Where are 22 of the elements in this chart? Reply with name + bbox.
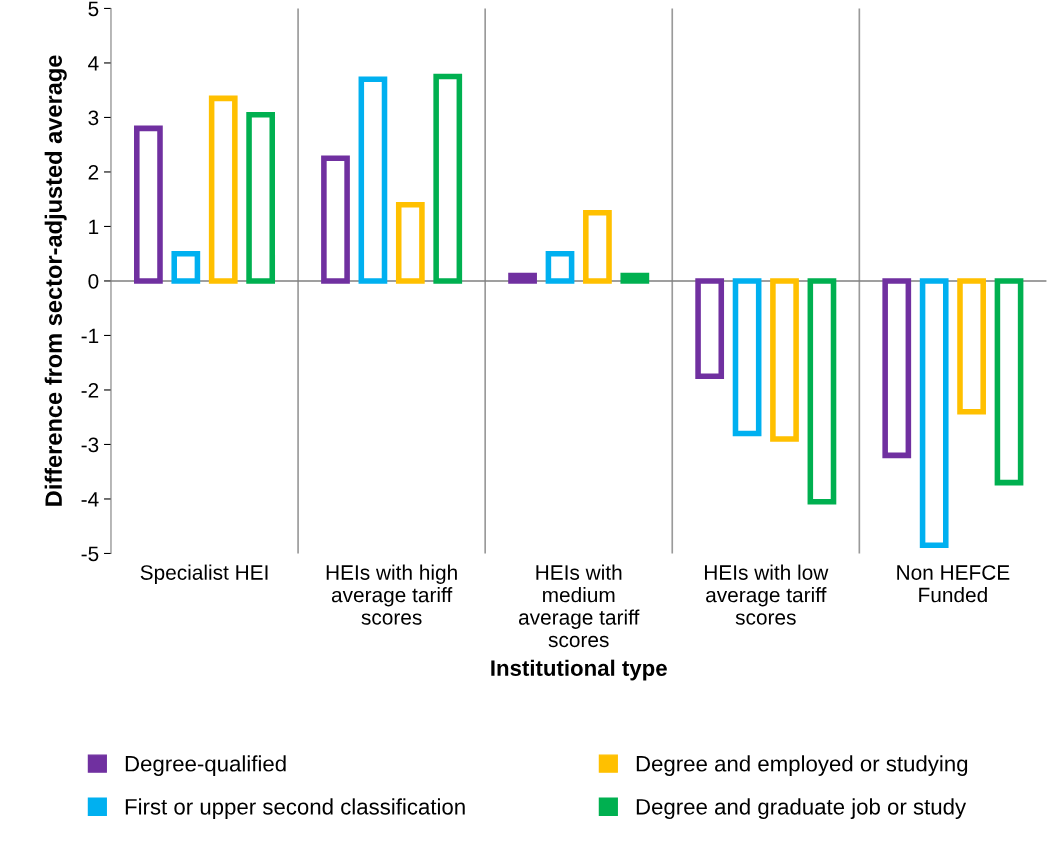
y-tick-label: -2 [81,382,99,398]
y-tick-label: -5 [81,546,99,562]
x-tick-label: HEIs with medium average tariff scores [518,564,640,648]
x-axis-title: Institutional type [491,659,667,681]
y-tick-label: -3 [81,437,99,453]
y-tick-label: 4 [88,56,99,71]
y-tick-label: -4 [81,492,99,507]
y-tick-label: 2 [88,164,99,180]
y-tick-label: 0 [88,273,99,289]
y-tick-label: 3 [88,110,99,126]
x-tick-label: Non HEFCE Funded [897,565,1010,603]
legend-label: Degree-qualified [125,755,286,776]
legend-label: Degree and employed or studying [636,755,968,776]
y-tick-label: 5 [88,1,99,17]
y-tick-label: -1 [81,328,99,344]
legend-label: Degree and graduate job or study [636,798,967,820]
legend-label: First or upper second classification [125,798,465,820]
y-axis-title: Difference from sector-adjusted average [44,55,67,506]
y-tick-label: 1 [89,219,99,235]
x-tick-label: HEIs with low average tariff scores [704,564,829,625]
x-tick-label: Specialist HEI [140,564,268,585]
x-tick-label: HEIs with high average tariff scores [326,564,457,625]
